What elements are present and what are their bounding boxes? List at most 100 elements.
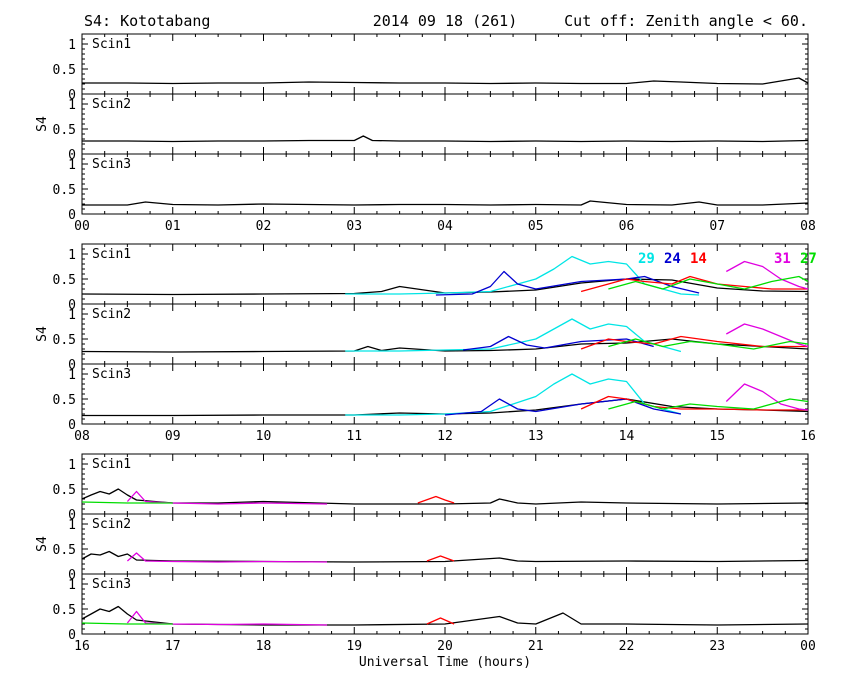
x-tick-label: 04 <box>437 219 453 234</box>
series-line-1 <box>81 605 809 626</box>
y-tick-label: 0.5 <box>53 393 76 408</box>
x-tick-label: 14 <box>619 429 635 444</box>
x-tick-label: 17 <box>165 639 181 654</box>
x-tick-label: 01 <box>165 219 181 234</box>
y-tick-label: 1 <box>68 368 76 383</box>
panel-2-scin2: 0 0.5 1 Scin2 <box>53 303 809 373</box>
y-tick-label: 0.5 <box>53 63 76 78</box>
plot-group-3: 0 0.5 1 Scin1 0 0.5 1 Scin2 0 0.5 1 Scin3 16 17 18 19 20… <box>35 453 816 670</box>
panel-label: Scin3 <box>92 577 131 592</box>
panel-label: Scin1 <box>92 247 131 262</box>
series-line-1 <box>82 77 809 85</box>
x-tick-label: 12 <box>437 429 453 444</box>
legend-entry-31: 31 <box>774 251 791 267</box>
panel-label: Scin3 <box>92 157 131 172</box>
x-tick-label: 15 <box>709 429 725 444</box>
legend-entry-14: 14 <box>690 251 707 267</box>
y-tick-label: 0 <box>68 298 76 313</box>
station-title: S4: Kototabang <box>84 12 210 30</box>
series-line-3 <box>435 270 700 296</box>
y-tick-label: 0 <box>68 628 76 643</box>
x-tick-label: 00 <box>74 219 90 234</box>
panel-label: Scin2 <box>92 307 131 322</box>
x-tick-label: 03 <box>346 219 362 234</box>
y-tick-label: 0 <box>68 508 76 523</box>
x-tick-label: 08 <box>74 429 90 444</box>
y-tick-label: 0.5 <box>53 543 76 558</box>
legend-entry-24: 24 <box>664 251 681 267</box>
y-tick-label: 0.5 <box>53 183 76 198</box>
y-tick-label: 0 <box>68 418 76 433</box>
y-tick-label: 1 <box>68 308 76 323</box>
x-tick-label: 00 <box>800 639 816 654</box>
series-line-6 <box>608 275 809 290</box>
x-tick-label: 10 <box>256 429 272 444</box>
series-line-1 <box>82 135 809 143</box>
series-line-4 <box>580 335 808 350</box>
x-tick-label: 07 <box>709 219 725 234</box>
panel-label: Scin1 <box>92 37 131 52</box>
y-tick-label: 0.5 <box>53 603 76 618</box>
x-tick-label: 02 <box>256 219 272 234</box>
series-line-2 <box>126 552 328 563</box>
x-tick-label: 11 <box>346 429 362 444</box>
panel-label: Scin3 <box>92 367 131 382</box>
x-tick-label: 19 <box>346 639 362 654</box>
plot-group-2: 0 0.5 1 Scin1 0 0.5 1 Scin2 0 0.5 1 Scin3 08 09 10 11 12… <box>35 243 817 444</box>
series-line-3 <box>426 617 455 625</box>
x-tick-label: 23 <box>709 639 725 654</box>
y-tick-label: 0.5 <box>53 333 76 348</box>
y-tick-label: 1 <box>68 158 76 173</box>
panel-label: Scin1 <box>92 457 131 472</box>
panel-1-scin3: 0 0.5 1 Scin3 <box>53 153 809 223</box>
x-tick-label: 13 <box>528 429 544 444</box>
series-line-4 <box>580 275 808 293</box>
x-tick-label: 08 <box>800 219 816 234</box>
y-axis-title: S4 <box>35 536 50 552</box>
series-line-5 <box>725 260 809 290</box>
series-line-5 <box>725 323 809 348</box>
y-tick-label: 1 <box>68 98 76 113</box>
panel-label: Scin2 <box>92 517 131 532</box>
series-line-3 <box>444 398 682 416</box>
y-tick-label: 0 <box>68 88 76 103</box>
y-tick-label: 0.5 <box>53 273 76 288</box>
panel-label: Scin2 <box>92 97 131 112</box>
x-tick-label: 18 <box>256 639 272 654</box>
panel-3-scin1: 0 0.5 1 Scin1 <box>53 453 809 523</box>
y-tick-label: 0 <box>68 568 76 583</box>
x-tick-label: 09 <box>165 429 181 444</box>
y-axis-title: S4 <box>35 116 50 132</box>
series-line-4 <box>81 622 173 625</box>
series-line-3 <box>463 335 654 351</box>
y-tick-label: 0.5 <box>53 123 76 138</box>
plot-group-1: 0 0.5 1 Scin1 0 0.5 1 Scin2 0 0.5 1 Scin3 00 01 02 03 04… <box>35 33 816 234</box>
x-axis-title: Universal Time (hours) <box>359 655 531 670</box>
panel-3-scin3: 0 0.5 1 Scin3 <box>53 573 809 643</box>
cutoff-note: Cut off: Zenith angle < 60. <box>564 12 808 30</box>
series-line-3 <box>417 495 455 504</box>
x-tick-label: 16 <box>74 639 90 654</box>
panel-1-scin1: 0 0.5 1 Scin1 <box>53 33 809 103</box>
y-tick-label: 1 <box>68 518 76 533</box>
series-line-1 <box>82 200 809 206</box>
legend-entry-27: 27 <box>800 251 817 267</box>
y-tick-label: 1 <box>68 248 76 263</box>
series-line-5 <box>725 383 809 411</box>
y-tick-label: 0 <box>68 208 76 223</box>
y-tick-label: 0 <box>68 148 76 163</box>
x-tick-label: 16 <box>800 429 816 444</box>
y-tick-label: 0 <box>68 358 76 373</box>
x-tick-label: 06 <box>619 219 635 234</box>
series-line-6 <box>608 338 809 350</box>
date-title: 2014 09 18 (261) <box>373 12 518 30</box>
panel-2-scin3: 0 0.5 1 Scin3 <box>53 363 809 433</box>
x-tick-label: 22 <box>619 639 635 654</box>
x-tick-label: 21 <box>528 639 544 654</box>
x-tick-label: 05 <box>528 219 544 234</box>
series-line-4 <box>81 501 173 504</box>
legend-entry-29: 29 <box>638 251 655 267</box>
series-line-1 <box>81 488 809 505</box>
